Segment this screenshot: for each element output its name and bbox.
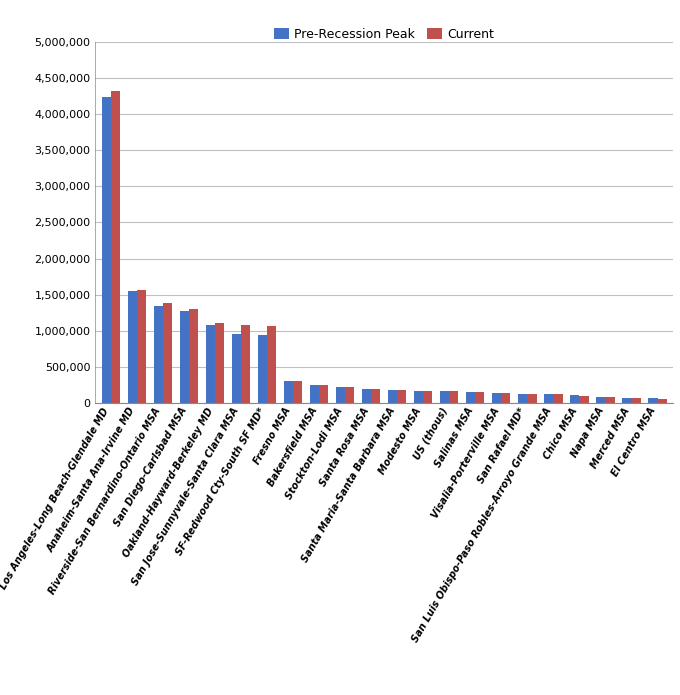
Bar (180, 311, 189, 403)
Bar (596, 398, 605, 403)
Bar (215, 323, 224, 403)
Bar (336, 387, 345, 403)
Bar (492, 393, 501, 403)
Bar (284, 381, 293, 403)
Bar (440, 391, 449, 403)
Bar (319, 385, 328, 403)
Bar (362, 389, 371, 403)
Bar (267, 326, 276, 403)
Bar (111, 91, 120, 403)
Bar (258, 335, 267, 403)
Bar (632, 398, 641, 403)
Bar (206, 325, 215, 403)
Bar (518, 393, 528, 403)
Bar (544, 394, 554, 403)
Bar (293, 381, 302, 403)
Bar (154, 306, 163, 403)
Bar (423, 391, 432, 403)
Bar (622, 398, 632, 403)
Bar (345, 387, 354, 403)
Bar (189, 309, 198, 403)
Bar (310, 385, 319, 403)
Bar (605, 398, 615, 403)
Bar (128, 291, 137, 403)
Bar (475, 392, 484, 403)
Bar (466, 392, 475, 403)
Bar (571, 395, 579, 403)
Bar (579, 395, 589, 403)
Bar (102, 97, 111, 403)
Bar (528, 394, 537, 403)
Legend: Pre-Recession Peak, Current: Pre-Recession Peak, Current (269, 23, 499, 46)
Bar (241, 325, 250, 403)
Bar (371, 389, 380, 403)
Bar (388, 391, 397, 403)
Bar (501, 393, 511, 403)
Bar (137, 291, 146, 403)
Bar (163, 302, 172, 403)
Bar (449, 391, 458, 403)
Bar (658, 398, 666, 403)
Bar (649, 398, 658, 403)
Bar (397, 391, 407, 403)
Bar (554, 395, 562, 403)
Bar (232, 334, 241, 403)
Bar (414, 391, 423, 403)
